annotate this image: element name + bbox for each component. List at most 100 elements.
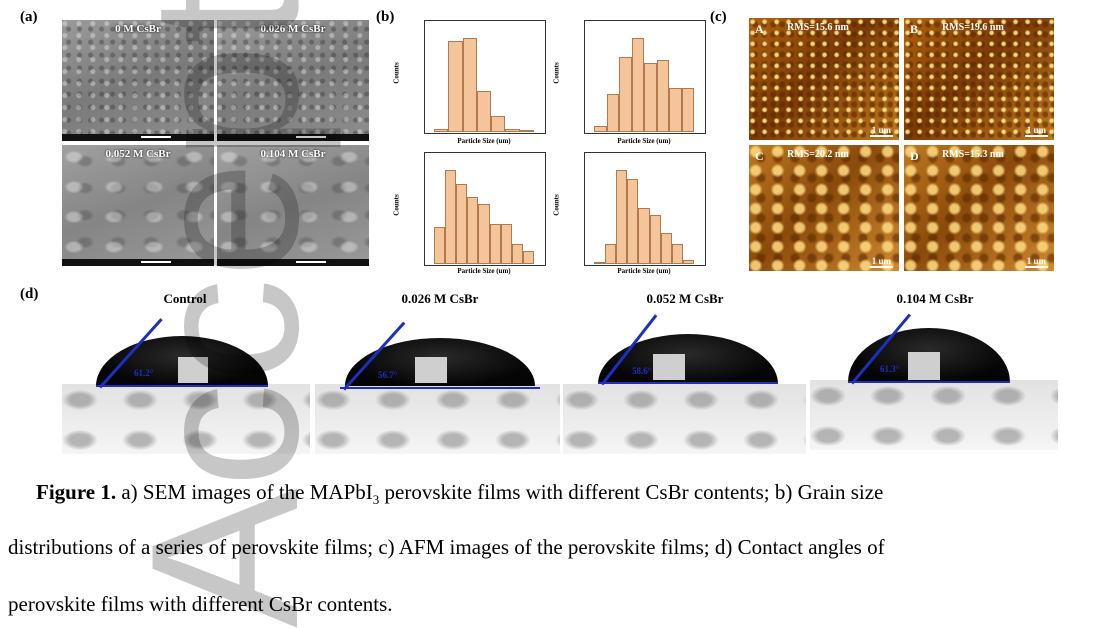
- histogram-bar: [456, 183, 468, 264]
- contact-angle-0026m: 56.7°: [378, 370, 398, 380]
- panel-label-d: (d): [20, 286, 39, 302]
- substrate-0052m: [563, 384, 806, 454]
- figure-caption-line1: Figure 1. a) SEM images of the MAPbI3 pe…: [36, 480, 883, 508]
- sem-scale-bar: [62, 259, 214, 266]
- histogram-bar: [644, 63, 657, 132]
- sem-label: 0 M CsBr: [115, 23, 161, 35]
- panel-label-c: (c): [710, 9, 727, 25]
- sem-image-0104m: 0.104 M CsBr: [217, 145, 369, 266]
- histogram-xlabel: Particle Size (um): [457, 137, 511, 145]
- afm-rms: RMS=15.3 nm: [942, 149, 1004, 160]
- droplet-0052m: [598, 334, 778, 384]
- baseline: [340, 387, 540, 389]
- histogram-bar: [660, 232, 672, 264]
- histogram-bar: [656, 60, 669, 132]
- figure-label: Figure 1.: [36, 480, 117, 504]
- contact-angle-0104m: 61.3°: [880, 364, 900, 374]
- substrate-control: [62, 384, 310, 454]
- histogram-bar: [619, 56, 632, 132]
- afm-image-c: C RMS=20.2 nm 1 um: [749, 145, 899, 271]
- histogram-bar: [671, 243, 683, 264]
- afm-image-b: B RMS=19.6 nm 1 um: [904, 18, 1054, 140]
- histogram-bar: [434, 227, 446, 264]
- histogram-bar: [434, 128, 449, 132]
- baseline: [848, 381, 1010, 383]
- histogram-bar: [669, 88, 682, 132]
- droplet-glint: [908, 352, 940, 380]
- histogram-bar: [522, 250, 534, 264]
- histogram-1: Counts Particle Size (um): [553, 14, 708, 145]
- afm-image-d: D RMS=15.3 nm 1 um: [904, 145, 1054, 271]
- histogram-bar: [594, 261, 606, 264]
- contact-title-0026m: 0.026 M CsBr: [401, 291, 479, 306]
- histogram-bar: [682, 259, 694, 264]
- histogram-bar: [606, 94, 619, 132]
- contact-title-0104m: 0.104 M CsBr: [896, 291, 974, 306]
- sem-scale-bar: [217, 134, 369, 141]
- sem-image-0m: 0 M CsBr: [62, 20, 214, 141]
- histogram-2: Counts Particle Size (um): [393, 146, 548, 276]
- panel-label-a: (a): [20, 9, 38, 25]
- histogram-bar: [649, 214, 661, 264]
- afm-rms: RMS=19.6 nm: [942, 22, 1004, 33]
- afm-letter: D: [910, 149, 919, 163]
- baseline: [96, 385, 268, 387]
- histogram-bar: [605, 243, 617, 264]
- afm-scale-bar: 1 um: [1024, 256, 1048, 268]
- histogram-bar: [445, 170, 457, 264]
- afm-image-a: A RMS=15.6 nm 1 um: [749, 18, 899, 140]
- sem-image-0052m: 0.052 M CsBr: [62, 145, 214, 266]
- figure-caption-line3: perovskite films with different CsBr con…: [8, 592, 393, 616]
- panel-label-b: (b): [376, 9, 395, 25]
- histogram-ylabel: Counts: [552, 62, 561, 84]
- droplet-glint: [415, 357, 447, 383]
- sem-label: 0.104 M CsBr: [260, 148, 326, 160]
- histogram-bar: [448, 41, 463, 132]
- contact-title-control: Control: [163, 291, 207, 306]
- grain-size-histograms: Counts Particle Size (um) Counts Particl…: [393, 14, 708, 276]
- histogram-bar: [594, 125, 607, 132]
- histogram-bar: [511, 243, 523, 264]
- sem-label: 0.026 M CsBr: [260, 23, 326, 35]
- caption-text: perovskite films with different CsBr con…: [379, 480, 884, 504]
- histogram-bar: [491, 116, 506, 132]
- histogram-xlabel: Particle Size (um): [617, 267, 671, 275]
- sem-image-0026m: 0.026 M CsBr: [217, 20, 369, 141]
- afm-rms: RMS=15.6 nm: [787, 22, 849, 33]
- histogram-bar: [489, 223, 501, 264]
- histogram-bar: [638, 208, 650, 264]
- sem-scale-bar: [217, 259, 369, 266]
- caption-text: a) SEM images of the MAPbI: [116, 480, 373, 504]
- histogram-bar: [467, 196, 479, 264]
- figure-caption-line2: distributions of a series of perovskite …: [8, 535, 885, 559]
- histogram-0: Counts Particle Size (um): [393, 14, 548, 145]
- histogram-ylabel: Counts: [392, 194, 401, 216]
- histogram-bar: [500, 223, 512, 264]
- afm-rms: RMS=20.2 nm: [787, 149, 849, 160]
- histogram-bar: [519, 130, 534, 133]
- sem-scale-bar: [62, 134, 214, 141]
- afm-letter: C: [755, 149, 764, 163]
- histogram-3: Counts Particle Size (um): [553, 146, 708, 276]
- histogram-bar: [505, 128, 520, 132]
- histogram-xlabel: Particle Size (um): [617, 137, 671, 145]
- histogram-bar: [462, 38, 477, 132]
- histogram-bar: [627, 179, 639, 264]
- histogram-bar: [478, 203, 490, 264]
- histogram-xlabel: Particle Size (um): [457, 267, 511, 275]
- histogram-ylabel: Counts: [392, 62, 401, 84]
- droplet-glint: [178, 357, 208, 383]
- contact-angle-control: 61.2°: [134, 368, 154, 378]
- afm-scale-bar: 1 um: [869, 256, 893, 268]
- caption-subscript: 3: [372, 492, 380, 508]
- sem-label: 0.052 M CsBr: [105, 148, 171, 160]
- afm-letter: B: [910, 22, 919, 36]
- contact-title-0052m: 0.052 M CsBr: [646, 291, 724, 306]
- droplet-glint: [653, 354, 685, 380]
- histogram-bar: [616, 170, 628, 264]
- histogram-bar: [681, 88, 694, 132]
- afm-scale-bar: 1 um: [1024, 125, 1048, 137]
- histogram-bar: [631, 38, 644, 132]
- afm-letter: A: [755, 22, 764, 36]
- afm-scale-bar: 1 um: [869, 125, 893, 137]
